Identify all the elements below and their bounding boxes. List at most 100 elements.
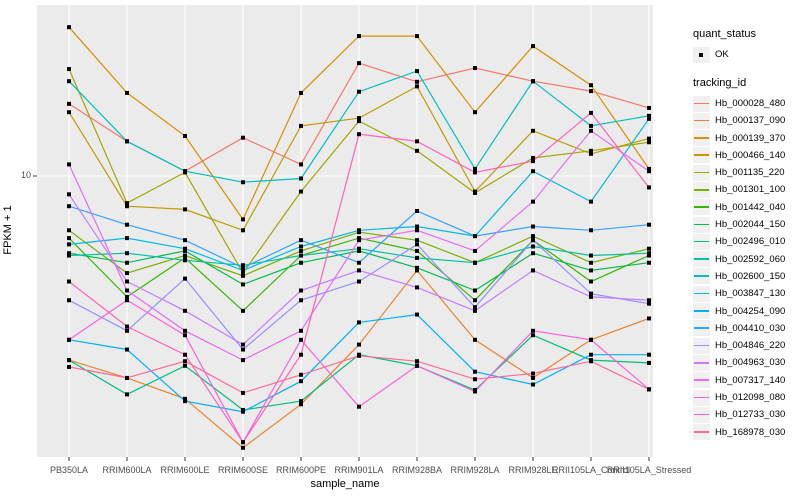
legend-key-line-icon bbox=[693, 147, 710, 164]
data-point bbox=[647, 352, 651, 357]
data-point bbox=[415, 312, 419, 317]
legend-key-line-icon bbox=[693, 130, 710, 147]
data-point bbox=[415, 268, 419, 273]
data-point bbox=[357, 119, 361, 124]
data-point bbox=[299, 248, 303, 253]
data-point bbox=[531, 375, 535, 380]
data-point bbox=[67, 337, 71, 342]
data-point bbox=[415, 69, 419, 74]
data-point bbox=[67, 110, 71, 115]
data-point bbox=[531, 155, 535, 160]
data-point bbox=[67, 251, 71, 256]
data-point bbox=[357, 248, 361, 253]
data-point bbox=[67, 67, 71, 72]
legend-item-label: Hb_002044_150 bbox=[715, 219, 786, 231]
data-point bbox=[473, 260, 477, 265]
data-point bbox=[183, 255, 187, 260]
data-point bbox=[357, 279, 361, 284]
data-point bbox=[241, 440, 245, 445]
data-point bbox=[357, 404, 361, 409]
legend-item-label: Hb_168978_030 bbox=[715, 426, 786, 438]
data-point bbox=[357, 236, 361, 241]
data-point bbox=[183, 207, 187, 212]
data-point bbox=[67, 242, 71, 247]
data-point bbox=[67, 228, 71, 233]
legend-item-label: Hb_000139_370 bbox=[715, 132, 786, 144]
data-point bbox=[531, 169, 535, 174]
data-point bbox=[589, 352, 593, 357]
data-point bbox=[589, 89, 593, 94]
legend-item-Hb_012733_030: Hb_012733_030 bbox=[693, 406, 799, 423]
data-point bbox=[125, 201, 129, 206]
data-point bbox=[241, 271, 245, 276]
data-point bbox=[415, 363, 419, 368]
data-point bbox=[299, 90, 303, 95]
data-point bbox=[415, 228, 419, 233]
data-point bbox=[125, 294, 129, 299]
data-point bbox=[183, 352, 187, 357]
data-point bbox=[67, 204, 71, 209]
data-point bbox=[531, 371, 535, 376]
data-point bbox=[241, 228, 245, 233]
data-point bbox=[647, 301, 651, 306]
legend-item-Hb_004410_030: Hb_004410_030 bbox=[693, 320, 799, 337]
data-point bbox=[647, 169, 651, 174]
data-point bbox=[183, 169, 187, 174]
legend-item-label: OK bbox=[715, 49, 729, 60]
legend-item-label: Hb_004410_030 bbox=[715, 322, 786, 334]
data-point bbox=[589, 260, 593, 265]
data-point bbox=[589, 151, 593, 156]
data-point bbox=[125, 375, 129, 380]
legend-item-Hb_002496_010: Hb_002496_010 bbox=[693, 233, 799, 250]
data-point bbox=[647, 105, 651, 110]
legend: quant_status OK tracking_id Hb_000028_48… bbox=[693, 28, 799, 455]
data-point bbox=[473, 66, 477, 71]
data-point bbox=[589, 123, 593, 128]
legend-key-line-icon bbox=[693, 285, 710, 302]
data-point bbox=[67, 236, 71, 241]
data-point bbox=[183, 133, 187, 138]
data-point bbox=[357, 353, 361, 358]
data-point bbox=[67, 298, 71, 303]
legend-item-Hb_001442_040: Hb_001442_040 bbox=[693, 199, 799, 216]
legend-key-line-icon bbox=[693, 406, 710, 423]
data-point bbox=[357, 89, 361, 94]
legend-item-Hb_007317_140: Hb_007317_140 bbox=[693, 372, 799, 389]
data-point bbox=[183, 396, 187, 401]
legend-key-line-icon bbox=[693, 164, 710, 181]
data-point bbox=[357, 34, 361, 39]
data-point bbox=[299, 123, 303, 128]
data-point bbox=[531, 251, 535, 256]
data-point bbox=[183, 359, 187, 364]
data-point bbox=[473, 337, 477, 342]
data-point bbox=[299, 372, 303, 377]
data-point bbox=[473, 298, 477, 303]
panel-background bbox=[37, 5, 653, 457]
data-point bbox=[299, 399, 303, 404]
legend-item-Hb_000466_140: Hb_000466_140 bbox=[693, 147, 799, 164]
data-point bbox=[183, 246, 187, 251]
legend-item-Hb_000139_370: Hb_000139_370 bbox=[693, 130, 799, 147]
legend-item-Hb_002592_060: Hb_002592_060 bbox=[693, 251, 799, 268]
data-point bbox=[647, 253, 651, 258]
data-point bbox=[531, 244, 535, 249]
legend-item-label: Hb_003847_130 bbox=[715, 288, 786, 300]
data-point bbox=[125, 236, 129, 241]
data-point bbox=[589, 83, 593, 88]
data-point bbox=[125, 392, 129, 397]
data-point bbox=[415, 148, 419, 153]
data-point bbox=[299, 288, 303, 293]
data-point bbox=[531, 159, 535, 164]
data-point bbox=[241, 409, 245, 414]
data-point bbox=[647, 360, 651, 365]
data-point bbox=[473, 248, 477, 253]
data-point bbox=[531, 79, 535, 84]
data-point bbox=[183, 333, 187, 338]
data-point bbox=[473, 166, 477, 171]
data-point bbox=[415, 34, 419, 39]
data-point bbox=[647, 136, 651, 141]
legend-item-Hb_004846_220: Hb_004846_220 bbox=[693, 337, 799, 354]
data-point bbox=[241, 135, 245, 140]
data-point bbox=[357, 260, 361, 265]
